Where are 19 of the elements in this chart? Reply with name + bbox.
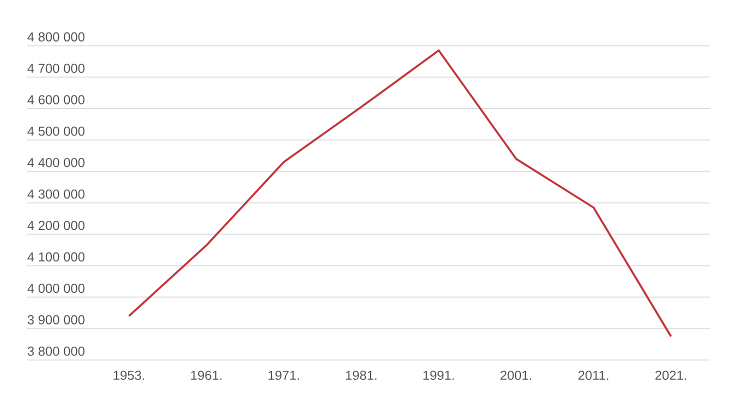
y-tick-label: 4 700 000 (27, 64, 84, 73)
y-tick-label: 4 000 000 (27, 284, 84, 293)
x-tick-label: 1961. (191, 370, 222, 380)
x-tick-label: 2001. (500, 370, 532, 380)
x-tick-label: 2021. (655, 370, 686, 380)
y-tick-label: 3 900 000 (28, 315, 84, 324)
x-tick-label: 1981. (346, 370, 376, 380)
y-tick-label: 4 800 000 (27, 32, 84, 42)
y-tick-label: 4 600 000 (27, 95, 84, 104)
x-tick-label: 1971. (268, 370, 299, 380)
x-tick-label: 1953. (114, 370, 144, 380)
x-tick-label: 2011. (578, 370, 608, 380)
y-tick-label: 4 500 000 (27, 126, 84, 136)
y-tick-label: 4 100 000 (27, 252, 84, 262)
y-tick-label: 4 200 000 (27, 220, 84, 230)
y-tick-label: 4 300 000 (27, 189, 84, 199)
y-tick-label: 4 400 000 (27, 158, 84, 168)
x-tick-label: 1991. (423, 370, 454, 380)
y-tick-label: 3 800 000 (28, 346, 84, 356)
